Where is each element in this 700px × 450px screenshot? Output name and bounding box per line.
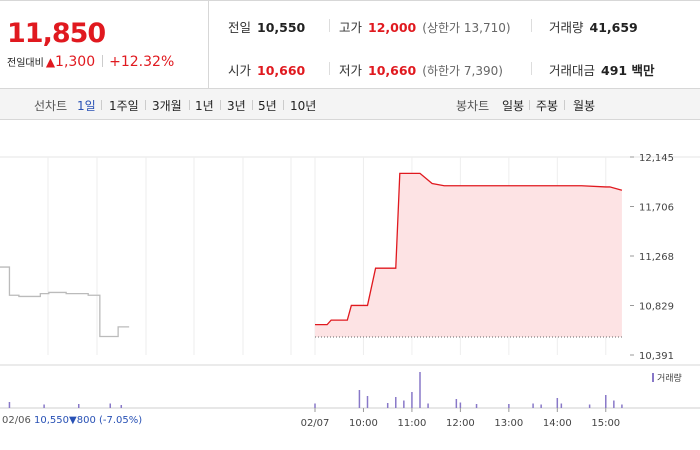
readout-date: 02/06 [2,415,31,426]
stat-label: 시가 [228,63,252,78]
divider [531,62,532,75]
change-line: 전일대비 ▲1,300 +12.32% [7,54,174,70]
divider [252,100,253,110]
stat-volume: 거래량 41,659 [549,17,638,36]
change-amount: 1,300 [55,54,96,70]
stat-value: 10,550 [257,20,306,35]
divider [329,19,330,32]
y-tick-label: 11,268 [639,252,674,263]
stat-prev-close: 전일 10,550 [228,17,305,36]
period-1w[interactable]: 1주일 [109,99,139,113]
divider [189,100,190,110]
stat-value: 491 백만 [601,63,655,78]
prev-day-readout: 02/06 10,550▼800 (-7.05%) [2,415,142,426]
current-price: 11,850 [7,18,106,49]
price-summary: 11,850 전일대비 ▲1,300 +12.32% 전일 10,550 고가 12,0… [0,0,700,89]
lower-limit: (하한가 7,390) [422,64,503,78]
divider [220,100,221,110]
period-1d[interactable]: 1일 [77,99,96,113]
divider [145,100,146,110]
divider [101,100,102,110]
x-tick-label: 10:00 [349,418,378,429]
change-percent: +12.32% [109,54,175,70]
stat-label: 전일 [228,20,252,35]
stat-label: 고가 [339,20,363,35]
stat-value: 41,659 [589,20,638,35]
stat-value: 10,660 [368,63,417,78]
divider [102,55,104,67]
stat-label: 거래대금 [549,63,596,78]
y-tick-label: 11,706 [639,203,674,214]
volume-legend-label: 거래량 [657,372,682,384]
y-tick-label: 10,829 [639,302,674,313]
period-bar: 선차트 1일 1주일 3개월 1년 3년 5년 10년 봉차트 일봉 주봉 월봉 [0,89,700,120]
divider [529,100,530,110]
readout-close: 10,550 [34,415,70,426]
stat-value: 10,660 [257,63,306,78]
x-tick-label: 02/07 [301,418,330,429]
y-tick-label: 12,145 [639,153,674,164]
stat-low: 저가 10,660 (하한가 7,390) [339,60,503,79]
stat-trade-value: 거래대금 491 백만 [549,60,654,79]
stat-value: 12,000 [368,20,417,35]
x-tick-label: 12:00 [446,418,475,429]
stat-label: 저가 [339,63,363,78]
stat-label: 거래량 [549,20,584,35]
today-line [315,172,623,326]
x-tick-label: 11:00 [398,418,427,429]
readout-percent: (-7.05%) [99,415,143,426]
period-10y[interactable]: 10년 [290,99,317,113]
period-1y[interactable]: 1년 [195,99,214,113]
up-arrow-icon: ▲ [45,55,56,69]
change-label: 전일대비 [7,58,44,69]
line-chart-label: 선차트 [34,99,68,113]
prev-day-line [0,266,130,338]
current-price-box: 11,850 전일대비 ▲1,300 +12.32% [0,1,209,89]
candle-chart-label: 봉차트 [456,99,490,113]
today-area [315,173,622,338]
period-5y[interactable]: 5년 [258,99,277,113]
divider [329,62,330,75]
period-3m[interactable]: 3개월 [152,99,182,113]
upper-limit: (상한가 13,710) [422,21,511,35]
stat-open: 시가 10,660 [228,60,305,79]
divider [564,100,565,110]
volume-legend-swatch [652,373,654,382]
readout-change: 800 [76,415,96,426]
candle-monthly[interactable]: 월봉 [573,99,596,113]
x-tick-label: 15:00 [591,418,620,429]
divider [531,19,532,32]
stat-high: 고가 12,000 (상한가 13,710) [339,17,511,36]
period-3y[interactable]: 3년 [227,99,246,113]
y-tick-label: 10,391 [639,351,674,362]
divider [283,100,284,110]
down-arrow-icon: ▼ [69,415,77,426]
candle-daily[interactable]: 일봉 [502,99,525,113]
candle-weekly[interactable]: 주봉 [536,99,559,113]
x-tick-label: 13:00 [494,418,523,429]
x-tick-label: 14:00 [543,418,572,429]
